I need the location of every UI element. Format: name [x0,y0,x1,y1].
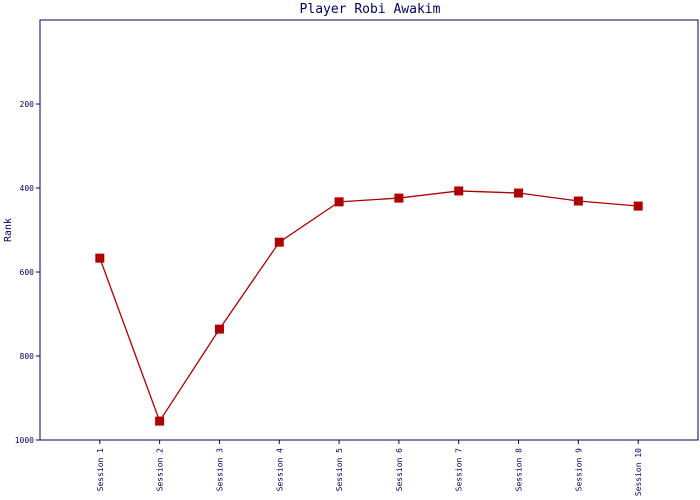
x-tick-label: Session 9 [574,448,583,492]
x-tick-label: Session 10 [634,448,643,496]
y-tick-label: 200 [20,100,35,109]
point [514,188,524,198]
y-tick-label: 800 [20,352,35,361]
y-tick-label: 600 [20,268,35,277]
x-tick-label: Session 4 [275,448,284,492]
point [573,196,583,206]
point [454,186,464,196]
line [99,190,639,423]
chart-title: Player Robi Awakim [300,2,441,17]
point [394,193,404,203]
y-tick-label: 1000 [15,436,34,445]
point [334,197,344,207]
x-tick-label: Session 8 [515,448,524,492]
point [155,416,165,426]
y-axis-label: Rank [3,218,14,242]
point [274,237,284,247]
point [214,324,224,334]
x-tick-label: Session 1 [96,448,105,492]
x-tick-label: Session 2 [156,448,165,492]
x-tick-label: Session 5 [335,448,344,492]
y-tick-label: 400 [20,184,35,193]
x-tick-label: Session 7 [455,448,464,492]
point [633,201,643,211]
x-tick-label: Session 3 [215,448,224,492]
plot-area [39,19,699,441]
point [95,253,105,263]
x-tick-label: Session 6 [395,448,404,492]
